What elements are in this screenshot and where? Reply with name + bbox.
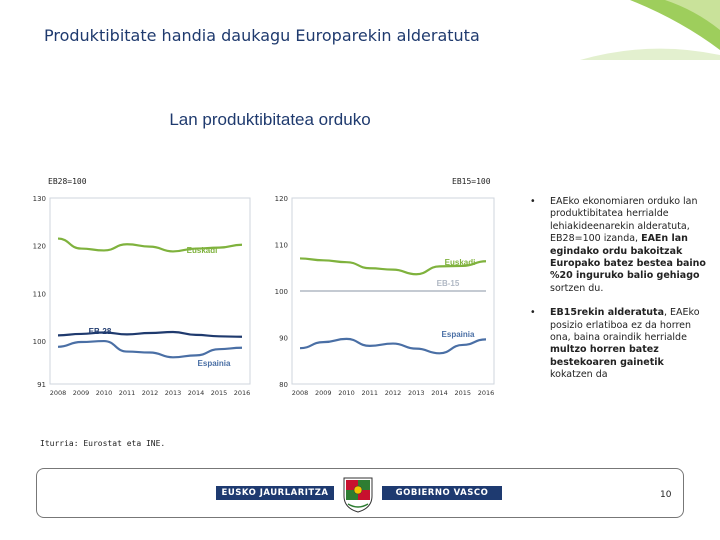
series-label: Espainia [442,330,475,339]
x-tick-label: 2013 [165,389,182,397]
bullet-text-bold: EB15rekin alderatuta [550,307,664,319]
series-line-euskadi [57,237,243,253]
chart-subtitle: Lan produktibitatea orduko [169,110,371,129]
y-tick-label: 110 [33,290,46,298]
x-tick-label: 2010 [96,389,113,397]
page-number: 10 [660,490,672,500]
logo-right-text: GOBIERNO VASCO [382,486,502,500]
right-chart-index-label: EB15=100 [452,177,491,186]
logo-left-text: EUSKO JAURLARITZA [216,486,334,500]
bullet-marker: • [530,307,536,319]
series-label: Euskadi [445,258,476,267]
x-tick-label: 2011 [119,389,136,397]
y-tick-label: 110 [275,242,288,250]
bullet-text-part: sortzen du. [550,282,604,294]
x-tick-label: 2014 [188,389,205,397]
coat-of-arms-icon [343,477,373,513]
y-tick-label: 80 [279,381,288,389]
x-tick-label: 2015 [454,389,471,397]
series-label: Euskadi [187,246,218,255]
series-line-espainia [299,337,487,355]
bullet-text: EB15rekin alderatuta, EAEko posizio erla… [550,307,700,380]
footer-frame [36,468,684,518]
bullet-text-part: EAEko ekonomiaren orduko lan produktibit… [550,196,698,245]
plot-area [49,197,251,385]
y-tick-label: 130 [33,195,46,203]
series-line-eb-28 [57,330,243,338]
x-tick-label: 2013 [408,389,425,397]
bullet-marker: • [530,196,536,207]
page-title: Produktibitate handia daukagu Europareki… [44,26,480,45]
bullet-text: EAEko ekonomiaren orduko lan produktibit… [550,196,706,294]
y-tick-label: 100 [33,338,46,346]
x-tick-label: 2015 [211,389,228,397]
series-line-euskadi [299,257,487,276]
bullet-list: • EAEko ekonomiaren orduko lan produktib… [528,196,708,394]
x-tick-label: 2016 [478,389,495,397]
source-note: Iturria: Eurostat eta INE. [40,439,166,448]
bullet-text-bold: EAEn lan egindako ordu bakoitzak Europak… [550,233,706,282]
series-line-espainia [57,339,243,359]
series-label: EB-28 [89,327,112,336]
bullet-text-part: kokatzen da [550,369,608,381]
x-tick-label: 2009 [315,389,332,397]
x-tick-label: 2008 [50,389,67,397]
series-label: EB-15 [437,279,460,288]
x-tick-label: 2009 [73,389,90,397]
left-chart-index-label: EB28=100 [48,177,87,186]
y-tick-label: 90 [279,335,288,343]
y-tick-label: 120 [275,195,288,203]
y-tick-label: 91 [37,381,46,389]
x-tick-label: 2011 [361,389,378,397]
x-tick-label: 2012 [385,389,402,397]
series-label: Espainia [198,359,231,368]
x-tick-label: 2014 [431,389,448,397]
bullet-item: • EB15rekin alderatuta, EAEko posizio er… [528,307,708,381]
left-line-chart: 130 120 110 100 91 2008 2009 2010 2011 2012 2013 20… [33,195,251,397]
x-tick-label: 2010 [338,389,355,397]
corner-decoration [580,0,720,60]
bullet-text-bold: multzo horren batez bestekoaren gainetik [550,344,664,368]
bullet-item: • EAEko ekonomiaren orduko lan produktib… [528,196,708,295]
y-tick-label: 100 [275,288,288,296]
x-tick-label: 2016 [234,389,251,397]
x-tick-label: 2012 [142,389,159,397]
right-line-chart: 120 110 100 90 80 2008 2009 2010 2011 2012 2013 201… [275,195,495,397]
x-tick-label: 2008 [292,389,309,397]
bullet-text-part: , EAEko posizio erlatiboa ez da horren o… [550,307,700,344]
y-tick-label: 120 [33,243,46,251]
